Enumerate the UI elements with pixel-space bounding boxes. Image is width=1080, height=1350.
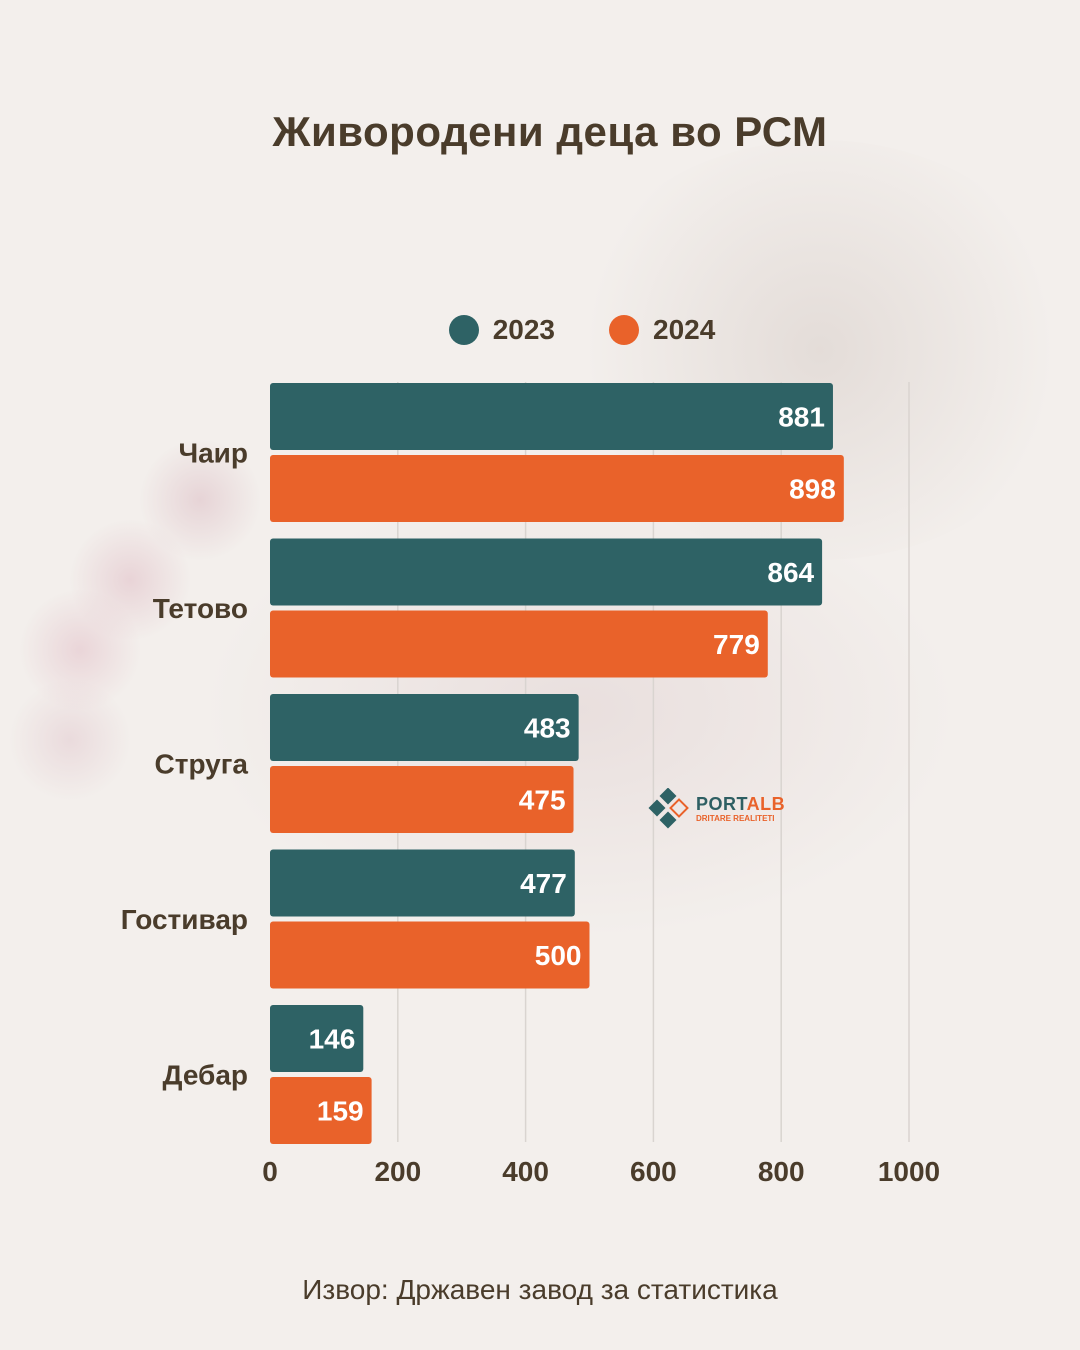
bar-value-label: 881 bbox=[778, 402, 825, 433]
bar-value-label: 898 bbox=[789, 474, 836, 505]
bar-2024 bbox=[270, 921, 590, 989]
bar-2023 bbox=[270, 538, 823, 606]
bar-value-label: 146 bbox=[309, 1024, 356, 1055]
bar-2023 bbox=[270, 1005, 364, 1072]
category-label: Дебар bbox=[163, 1060, 248, 1091]
legend-dot-2023 bbox=[448, 315, 479, 345]
legend-item-2023: 2023 bbox=[448, 314, 555, 346]
background-blob bbox=[10, 680, 130, 800]
x-tick-label: 400 bbox=[502, 1156, 549, 1187]
bar-2024 bbox=[270, 455, 844, 522]
category-label: Струга bbox=[155, 749, 249, 780]
bar-2024 bbox=[270, 766, 574, 833]
bar-2023 bbox=[270, 849, 575, 917]
x-tick-label: 1000 bbox=[878, 1156, 940, 1187]
x-tick-label: 600 bbox=[630, 1156, 677, 1187]
logo-tagline: DRITARE REALITETI bbox=[696, 814, 775, 823]
bar-2023 bbox=[270, 694, 579, 761]
bar-value-label: 500 bbox=[535, 940, 582, 971]
source-note: Извор: Државен завод за статистика bbox=[302, 1274, 778, 1305]
bar-value-label: 475 bbox=[519, 785, 566, 816]
bar-2024 bbox=[270, 610, 768, 678]
bar-2023 bbox=[270, 383, 833, 450]
x-tick-label: 800 bbox=[758, 1156, 805, 1187]
chart-title: Живородени деца во РСМ bbox=[272, 108, 828, 155]
legend-dot-2024 bbox=[609, 315, 639, 345]
chart-legend: 2023 2024 bbox=[0, 310, 1080, 350]
logo-name-part1: PORT bbox=[696, 794, 747, 814]
category-label: Тетово bbox=[153, 593, 248, 624]
bar-value-label: 159 bbox=[317, 1096, 364, 1127]
bar-value-label: 779 bbox=[713, 629, 760, 660]
diamond-logo-icon bbox=[648, 788, 689, 829]
x-tick-label: 0 bbox=[262, 1156, 278, 1187]
category-label: Чаир bbox=[178, 438, 248, 469]
legend-item-2024: 2024 bbox=[609, 314, 715, 346]
category-label: Гостивар bbox=[121, 904, 248, 935]
legend-label-2023: 2023 bbox=[492, 314, 555, 345]
bar-2024 bbox=[270, 1077, 372, 1144]
bar-value-label: 483 bbox=[524, 713, 571, 744]
x-tick-label: 200 bbox=[374, 1156, 421, 1187]
logo-name-part2: ALB bbox=[746, 794, 786, 814]
bar-value-label: 477 bbox=[520, 868, 567, 899]
legend-label-2024: 2024 bbox=[653, 314, 716, 345]
bar-value-label: 864 bbox=[767, 557, 814, 588]
portalb-logo: PORTALB DRITARE REALITETI bbox=[648, 788, 785, 830]
